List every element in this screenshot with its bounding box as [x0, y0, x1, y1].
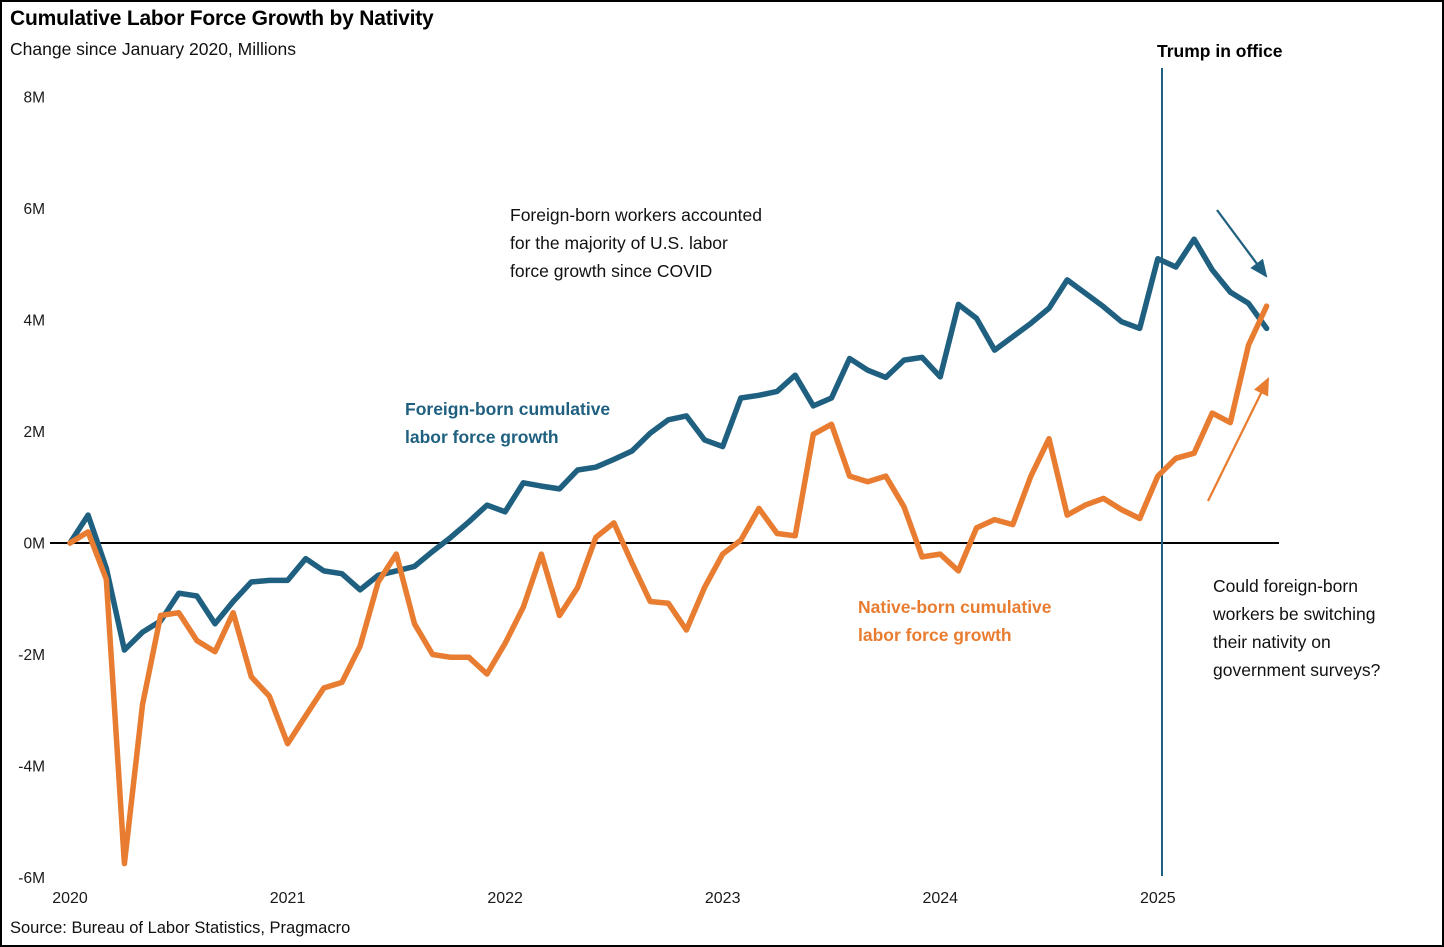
native-born-series-label: Native-born cumulative labor force growt…: [858, 597, 1052, 645]
y-tick-label: 0M: [23, 536, 45, 553]
y-tick-label: -4M: [18, 759, 45, 776]
page-subtitle: Change since January 2020, Millions: [10, 39, 296, 59]
x-tick-label: 2023: [705, 890, 741, 907]
y-tick-label: -6M: [18, 870, 45, 887]
covid-annotation: Foreign-born workers accounted for the m…: [510, 205, 762, 281]
y-tick-label: 6M: [23, 201, 45, 218]
x-tick-label: 2025: [1140, 890, 1176, 907]
page-title: Cumulative Labor Force Growth by Nativit…: [10, 7, 434, 30]
x-tick-label: 2024: [922, 890, 958, 907]
y-tick-label: -2M: [18, 647, 45, 664]
foreign-born-series-label: Foreign-born cumulative labor force grow…: [405, 399, 611, 447]
x-tick-label: 2022: [487, 890, 523, 907]
foreign-born-line: [67, 236, 1270, 653]
foreign-decline-arrow: [1216, 209, 1268, 278]
x-tick-label: 2021: [270, 890, 306, 907]
native-born-line: [67, 303, 1270, 867]
y-tick-label: 4M: [23, 313, 45, 330]
nativity-question-annotation: Could foreign-born workers be switching …: [1213, 576, 1381, 680]
source-note: Source: Bureau of Labor Statistics, Prag…: [10, 919, 351, 937]
y-tick-label: 2M: [23, 424, 45, 441]
native-rise-arrow: [1206, 376, 1270, 502]
event-line-label: Trump in office: [1157, 41, 1283, 61]
y-tick-label: 8M: [23, 90, 45, 107]
x-tick-label: 2020: [52, 890, 88, 907]
